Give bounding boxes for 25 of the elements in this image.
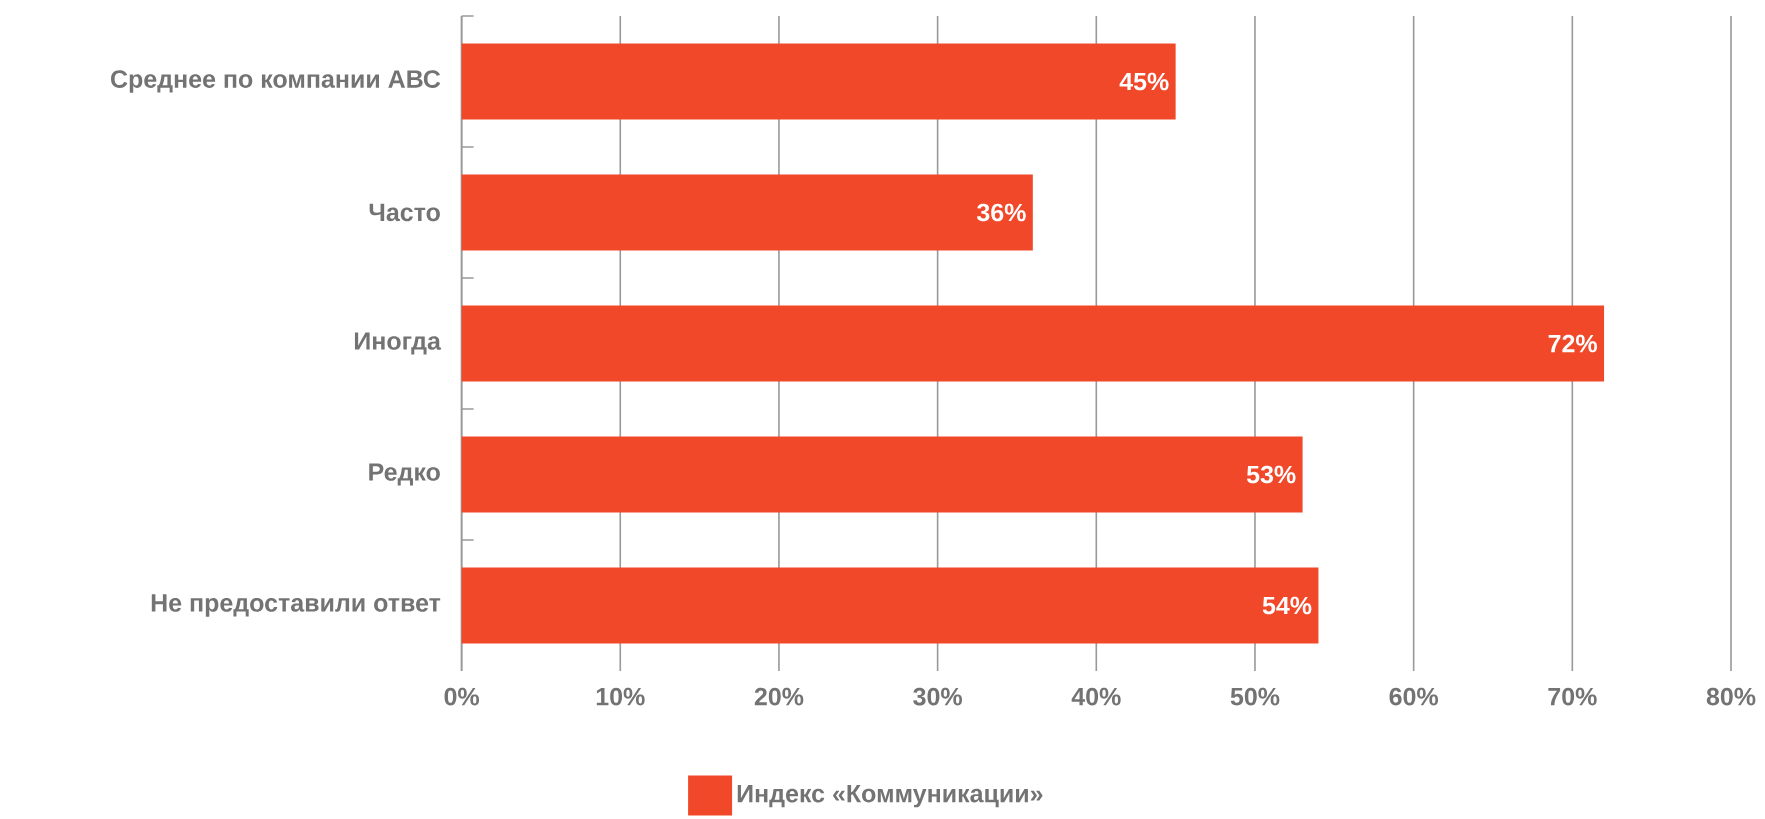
bar (461, 43, 1176, 120)
data-label: 54% (1262, 596, 1312, 615)
bar (461, 436, 1303, 513)
x-tick-label: 30% (913, 687, 962, 706)
legend-label: Индекс «Коммуникации» (737, 784, 1043, 808)
data-label: 53% (1246, 465, 1296, 484)
x-tick-label: 40% (1071, 687, 1121, 706)
x-tick-label: 0% (444, 687, 480, 706)
x-tick-label: 70% (1548, 687, 1597, 706)
data-label: 45% (1119, 72, 1169, 91)
x-tick-label: 10% (596, 687, 645, 706)
y-tick-label: Иногда (354, 332, 442, 355)
data-label: 36% (976, 203, 1026, 222)
bar (461, 174, 1033, 251)
x-tick-label: 20% (754, 687, 804, 706)
x-tick-label: 80% (1706, 687, 1756, 706)
data-label: 72% (1548, 334, 1597, 353)
bar (461, 567, 1319, 644)
y-tick-label: Среднее по компании АВС (111, 70, 441, 93)
y-tick-label: Часто (369, 203, 440, 222)
bar (461, 305, 1605, 382)
y-tick-label: Не предоставили ответ (151, 594, 441, 617)
x-tick-label: 60% (1389, 687, 1439, 706)
x-tick-label: 50% (1230, 687, 1280, 706)
y-tick-label: Редко (369, 463, 440, 486)
